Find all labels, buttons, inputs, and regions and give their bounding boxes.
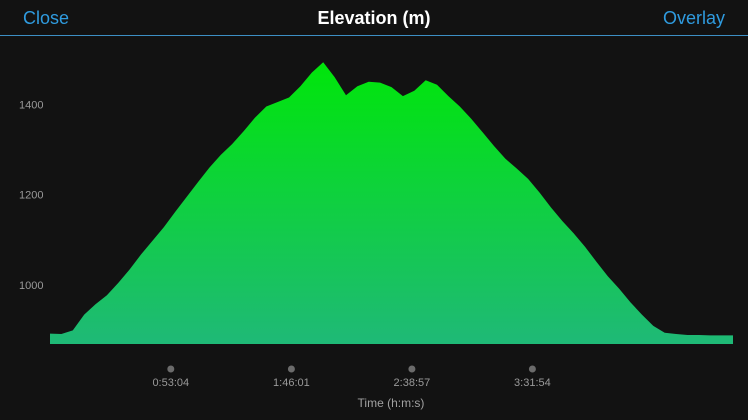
y-tick-label: 1000 bbox=[19, 280, 43, 292]
page-title: Elevation (m) bbox=[317, 8, 431, 28]
x-tick-label: 2:38:57 bbox=[394, 377, 431, 389]
x-tick-label: 0:53:04 bbox=[152, 377, 189, 389]
close-button[interactable]: Close bbox=[23, 8, 70, 28]
x-tick-marker bbox=[528, 365, 536, 373]
x-tick-marker bbox=[408, 365, 416, 373]
x-axis-label: Time (h:m:s) bbox=[358, 396, 425, 410]
x-axis-ticks: 0:53:04 1:46:01 2:38:57 3:31:54 bbox=[152, 377, 550, 389]
x-tick-marker bbox=[167, 365, 175, 373]
x-tick-label: 3:31:54 bbox=[514, 377, 551, 389]
y-axis-ticks: 1000 1200 1400 bbox=[19, 99, 43, 292]
x-axis-markers bbox=[167, 365, 536, 373]
x-tick-marker bbox=[287, 365, 295, 373]
elevation-area bbox=[50, 62, 733, 344]
y-tick-label: 1400 bbox=[19, 99, 43, 111]
nav-bar: Close Elevation (m) Overlay bbox=[0, 0, 748, 36]
y-tick-label: 1200 bbox=[19, 190, 43, 202]
overlay-button[interactable]: Overlay bbox=[662, 8, 725, 28]
x-tick-label: 1:46:01 bbox=[273, 377, 310, 389]
